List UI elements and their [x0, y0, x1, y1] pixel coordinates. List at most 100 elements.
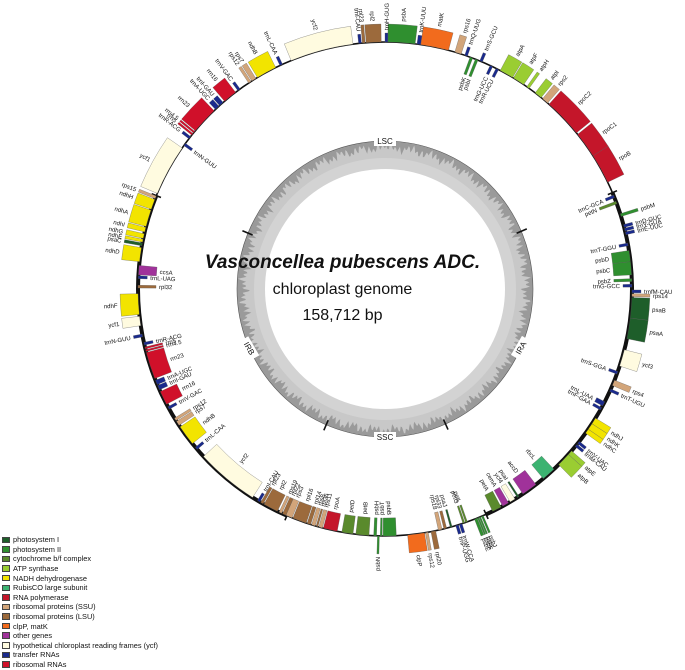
gene-label-ycf2: ycf2	[239, 452, 251, 465]
gene-block-ndhA	[128, 204, 152, 227]
gene-block-ndhC	[585, 429, 604, 444]
gene-block-trnfM-CAU	[631, 289, 642, 294]
legend-item-psI: photosystem I	[2, 535, 158, 545]
gene-label-rps16: rps16	[462, 17, 472, 34]
gene-block-psbT	[380, 517, 383, 537]
gene-block-atpB	[558, 454, 583, 478]
gene-label-petA: petA	[478, 479, 489, 493]
gene-label-trnY-GUA: trnY-GUA	[636, 219, 662, 231]
gene-label-psbI: psbI	[463, 78, 473, 91]
gene-label-atpI: atpI	[550, 70, 561, 82]
gene-block-matK	[420, 26, 454, 51]
gene-block-psbE	[474, 517, 485, 537]
gene-block-rps7	[176, 411, 195, 426]
gene-label-rpl22: rpl22	[291, 482, 302, 497]
gene-block-trnP-UGG	[455, 524, 462, 535]
gene-label-rpoA: rpoA	[333, 497, 342, 511]
gene-label-trnH-GUG: trnH-GUG	[385, 3, 391, 30]
legend-label: ribosomal proteins (LSU)	[13, 612, 95, 622]
gene-block-rps7	[241, 62, 257, 82]
gene-label-rpl23: rpl23	[357, 9, 364, 23]
legend-label: RNA polymerase	[13, 592, 69, 602]
gene-block-trnL-UAG	[138, 275, 148, 280]
gene-label-accD: accD	[506, 460, 519, 475]
gene-block-atpF	[513, 62, 535, 85]
gene-label-ndhH: ndhH	[118, 191, 134, 202]
gene-block-rrn16	[160, 383, 183, 405]
gene-block-rps11	[318, 509, 328, 529]
gene-block-ycf3	[619, 349, 643, 372]
gene-block-trnW-CCA	[459, 523, 466, 534]
legend-swatch	[2, 584, 10, 592]
gene-block-psaI	[507, 481, 520, 498]
gene-block-trnS-GCU	[479, 52, 487, 63]
gene-block-psaC	[123, 239, 143, 246]
gene-block-trnQ-UUG	[464, 46, 471, 57]
gene-label-psaA: psaA	[649, 330, 663, 338]
gene-block-clpP	[407, 532, 428, 554]
gene-block-rps15	[138, 189, 157, 199]
gene-label-psbA: psbA	[401, 8, 408, 22]
gene-block-trnV-GAC	[167, 402, 178, 410]
gene-block-rpl33	[439, 510, 447, 530]
gene-block-ycf1	[140, 137, 183, 194]
gene-label-atpB: atpB	[576, 473, 589, 486]
gene-block-ndhG	[125, 229, 145, 239]
gene-block-rpoB	[592, 145, 625, 183]
legend-swatch	[2, 594, 10, 601]
gene-block-psbH	[373, 517, 378, 537]
legend-label: hypothetical chloroplast reading frames …	[13, 640, 159, 650]
gene-label-rps8: rps8	[318, 493, 327, 507]
gene-block-trnG-GCC	[622, 284, 633, 288]
legend-label: ribosomal RNAs	[13, 660, 67, 670]
legend-swatch	[2, 661, 10, 668]
gene-label-trnN-GUU: trnN-GUU	[104, 336, 131, 347]
legend-swatch	[2, 555, 10, 563]
gene-block-rpl23	[260, 486, 273, 505]
gene-block-atpH	[526, 71, 540, 89]
gene-block-rpl36	[315, 508, 323, 527]
legend-swatch	[2, 632, 10, 639]
gene-label-psbN: psbN	[376, 557, 382, 571]
gene-block-trnM-CAU	[575, 444, 585, 453]
gene-block-rpl16	[292, 501, 313, 524]
gene-block-trnN-GUU	[183, 143, 193, 152]
gene-block-psbK	[463, 56, 473, 76]
gene-block-rrn16	[212, 77, 236, 102]
gene-block-cemA	[493, 487, 509, 507]
legend-item-clp: clpP, matK	[2, 621, 158, 631]
gene-block-rps4	[612, 380, 632, 393]
gene-block-trnV-GAC	[232, 81, 241, 91]
gene-label-rrn23: rrn23	[176, 95, 191, 109]
genome-size: 158,712 bp	[302, 307, 383, 324]
gene-label-ycf2: ycf2	[309, 19, 318, 32]
legend-label: clpP, matK	[13, 621, 48, 631]
gene-block-psbB	[382, 517, 397, 537]
gene-block-trnL-CAA	[195, 441, 205, 450]
legend-swatch	[2, 642, 10, 649]
gene-block-psbM	[620, 208, 639, 217]
legend-swatch	[2, 546, 10, 553]
gene-label-ycf4: ycf4	[492, 472, 503, 485]
gene-label-rps7: rps7	[194, 404, 208, 416]
gene-label-rpl14: rpl14	[314, 490, 324, 505]
gene-label-psbD: psbD	[595, 257, 610, 265]
gene-blocks	[119, 23, 651, 555]
gene-block-rbcL	[531, 455, 555, 479]
legend-swatch	[2, 622, 10, 630]
legend-item-rbc: RubisCO large subunit	[2, 583, 158, 593]
gene-label-rrn5: rrn5	[165, 113, 178, 125]
gene-label-rps2: rps2	[557, 74, 570, 87]
legend-item-lsu: ribosomal proteins (LSU)	[2, 612, 158, 622]
legend-swatch	[2, 603, 10, 611]
gene-label-petL: petL	[452, 491, 462, 505]
gene-label-petG: petG	[449, 490, 459, 505]
gene-block-rpl32	[137, 285, 157, 289]
legend-swatch	[2, 574, 10, 582]
gene-label-rps15: rps15	[121, 182, 138, 193]
gene-label-rrn5: rrn5	[165, 338, 177, 347]
gene-block-rpl20	[430, 530, 440, 550]
gene-block-ycf1	[121, 316, 141, 329]
legend-item-ycf: hypothetical chloroplast reading frames …	[2, 641, 158, 651]
